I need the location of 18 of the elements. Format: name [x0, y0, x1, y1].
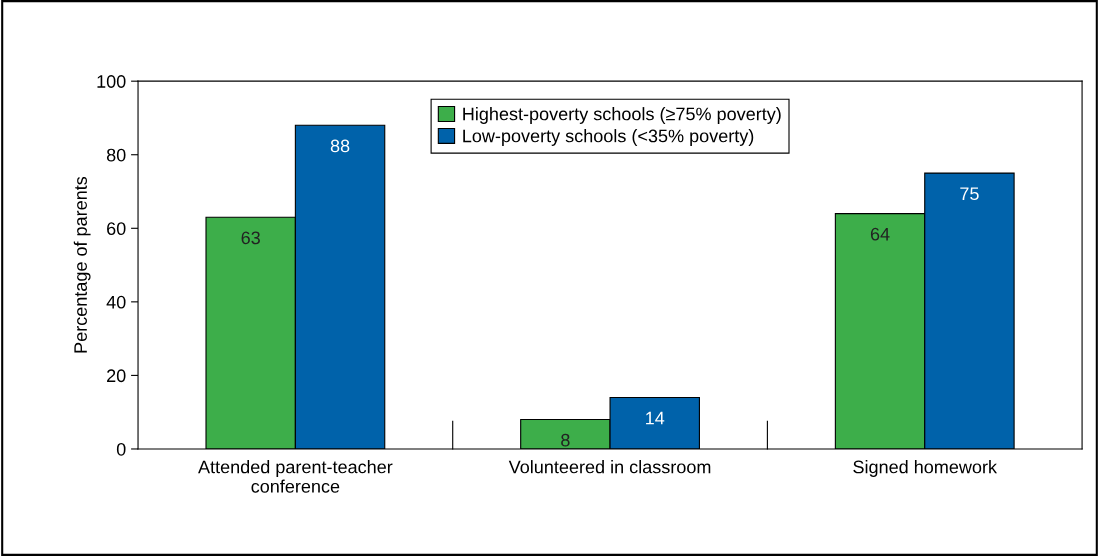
y-axis-title: Percentage of parents [73, 176, 91, 353]
y-tick-label: 100 [97, 75, 126, 88]
data-label: 63 [241, 231, 260, 245]
data-label: 14 [646, 411, 665, 425]
data-label: 8 [561, 433, 570, 447]
data-label: 64 [870, 227, 890, 241]
x-tick-label: Signed homework [853, 460, 998, 477]
y-tick-label: 60 [107, 222, 126, 236]
x-tick-label: Attended parent-teacher conference [198, 460, 393, 493]
legend-label: Highest-poverty schools (≥75% poverty) [463, 107, 781, 124]
legend-label: Low-poverty schools (<35% poverty) [463, 129, 754, 146]
data-label: 75 [960, 187, 979, 201]
x-tick-label: Volunteered in classroom [508, 460, 711, 474]
y-tick-label: 0 [116, 442, 126, 456]
y-tick-label: 40 [106, 295, 126, 309]
y-tick-label: 80 [106, 148, 126, 162]
y-tick-label: 20 [107, 369, 126, 383]
data-label: 88 [330, 139, 350, 153]
